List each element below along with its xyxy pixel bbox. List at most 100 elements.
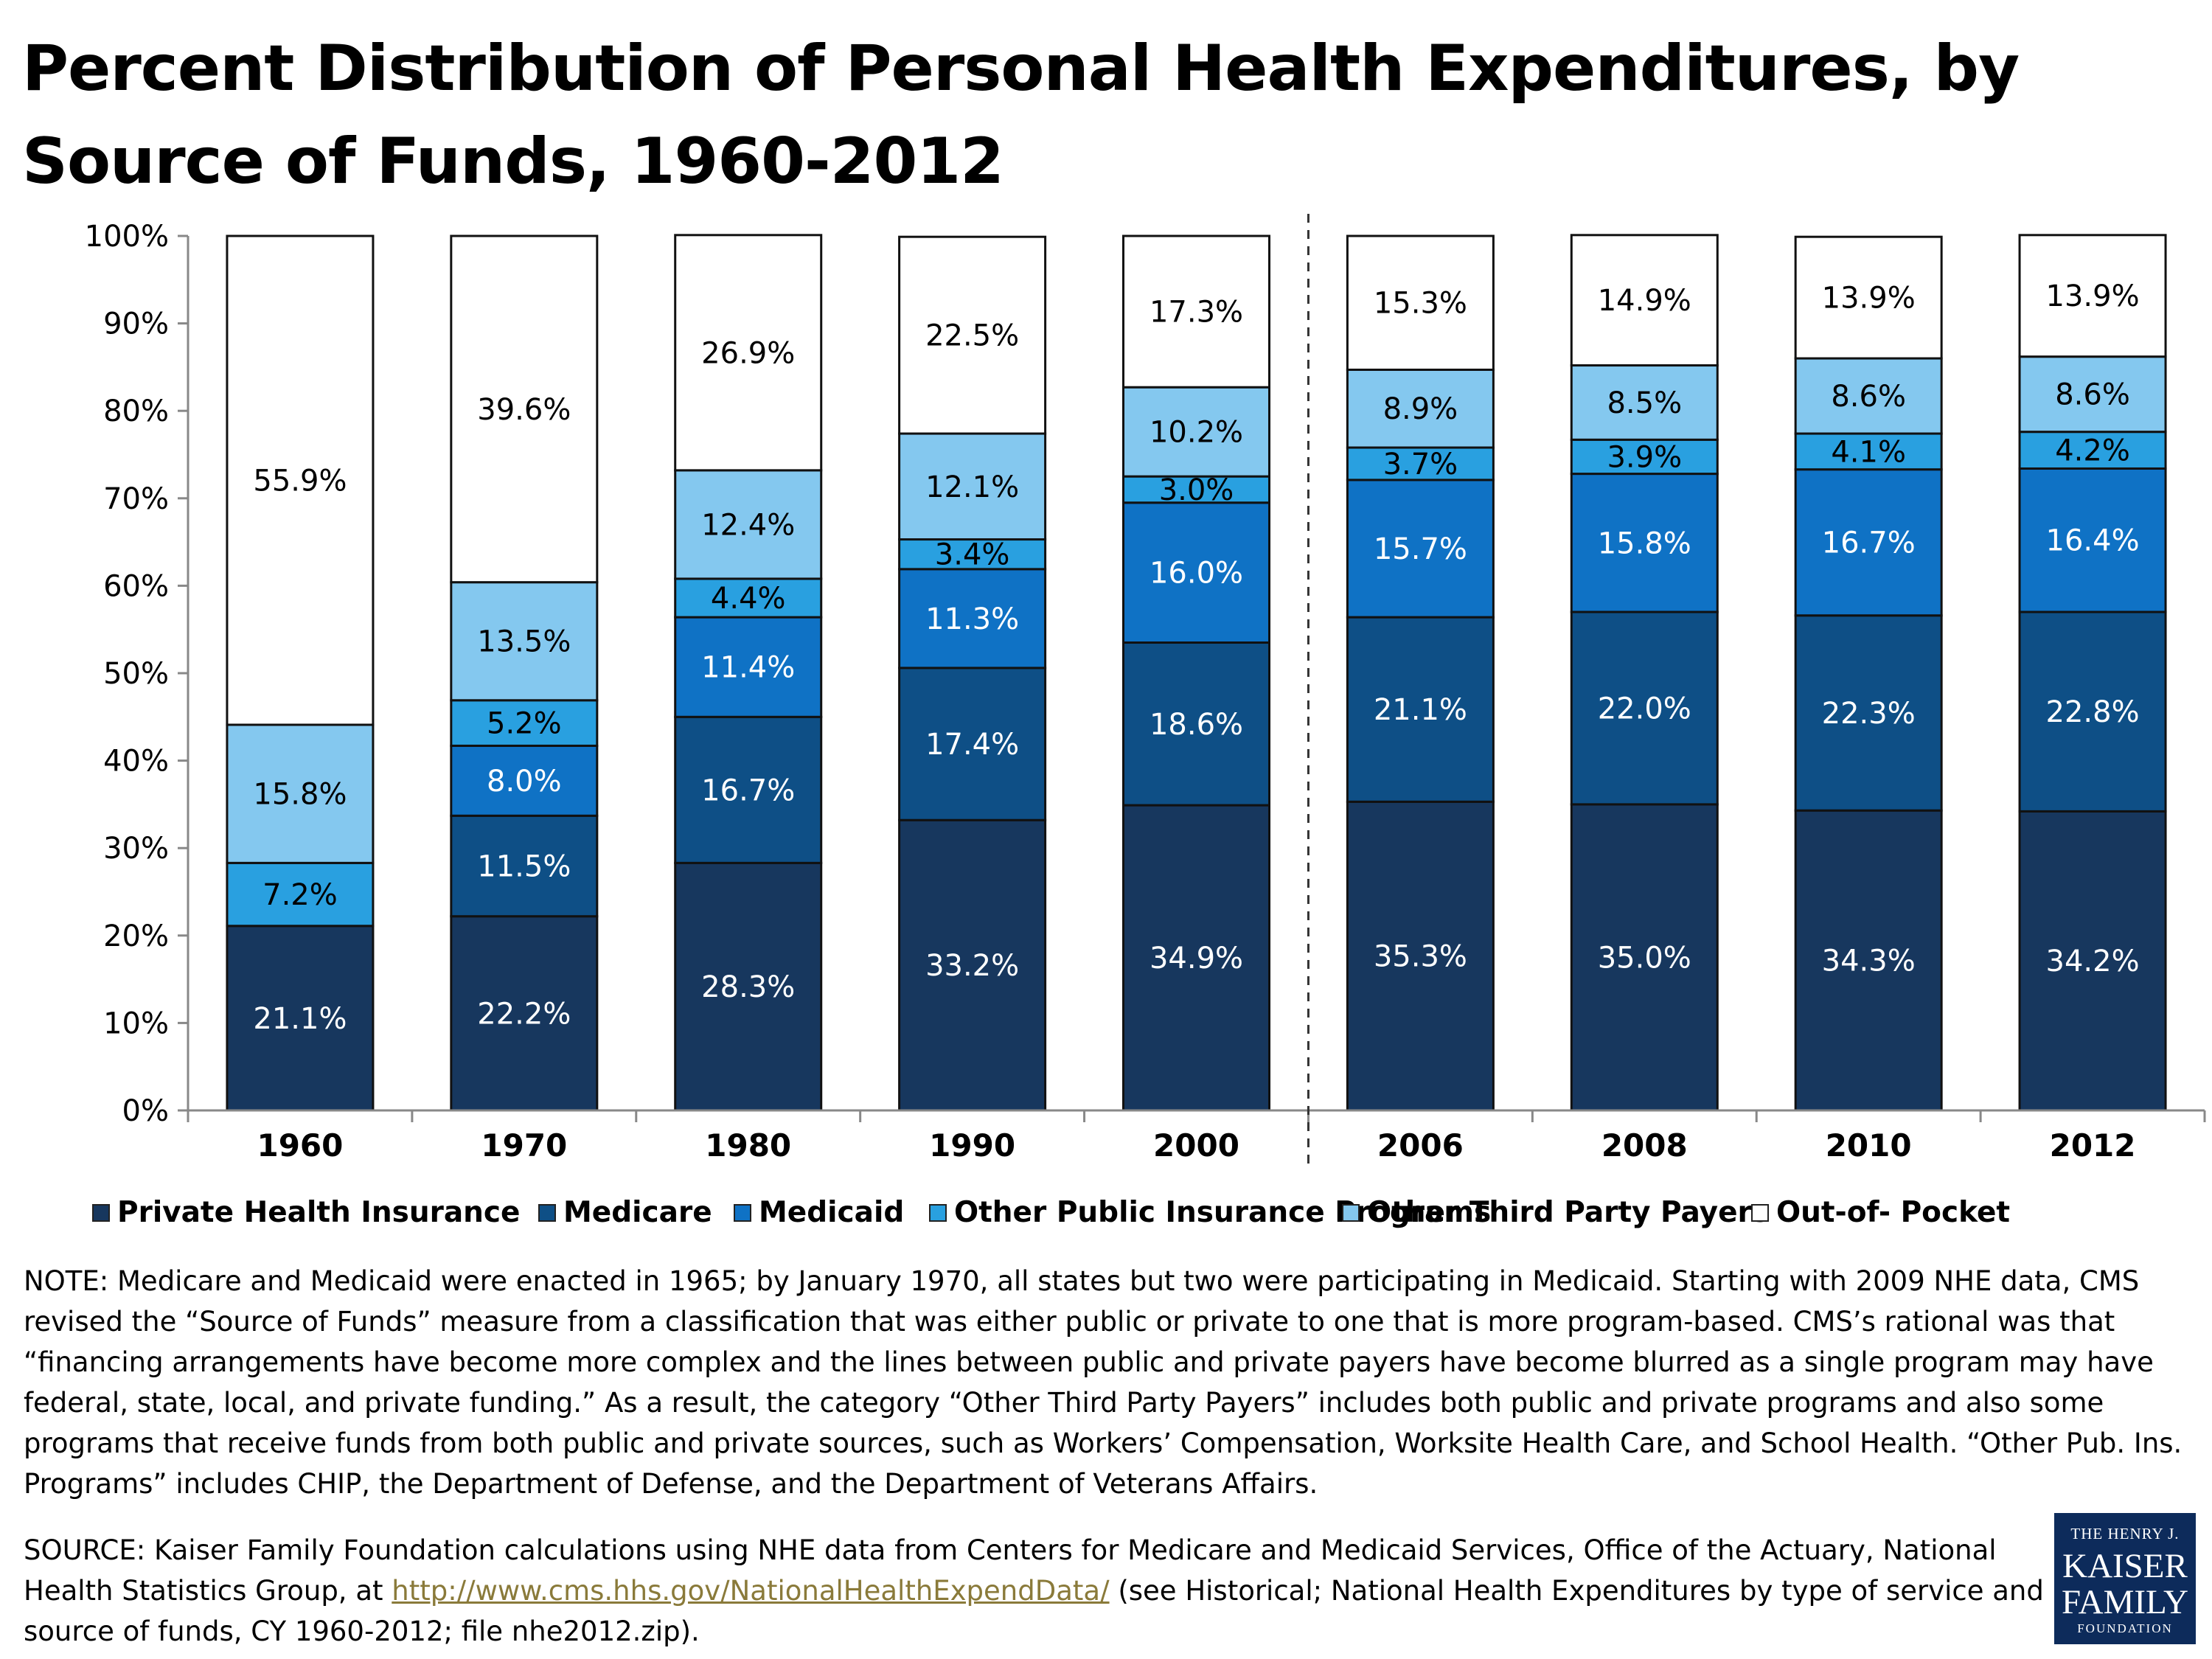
legend-label: Private Health Insurance	[117, 1196, 521, 1229]
y-tick-label: 50%	[103, 657, 169, 691]
bar-segment	[450, 234, 599, 584]
bar-segment	[450, 814, 599, 918]
bar-segment	[1346, 446, 1495, 481]
bar-segment	[1570, 611, 1719, 806]
chart-note: NOTE: Medicare and Medicaid were enacted…	[24, 1265, 2183, 1500]
data-label: 21.1%	[1374, 693, 1467, 727]
bar-segment	[1346, 479, 1495, 619]
legend-label: Out-of- Pocket	[1776, 1196, 2011, 1229]
stacked-bar-chart: 0% 10% 20% 30% 40% 50% 60% 70% 80% 90% 100% 21.1% 7…	[85, 214, 2206, 1169]
bar-stack: 34.2% 22.8% 16.4% 4.2% 8.6% 13.9%	[2018, 234, 2167, 1112]
bar-segment	[1346, 800, 1495, 1112]
source-link[interactable]: http://www.cms.hhs.gov/NationalHealthExp…	[392, 1575, 1110, 1607]
data-label: 4.4%	[711, 582, 786, 616]
data-label: 10.2%	[1150, 416, 1243, 450]
data-label: 39.6%	[477, 393, 571, 427]
data-label: 22.3%	[1822, 697, 1916, 731]
bar-segment	[1122, 475, 1270, 504]
data-label: 16.0%	[1150, 557, 1243, 591]
bar-segment	[898, 432, 1047, 541]
x-tick-label: 1980	[705, 1127, 791, 1164]
data-label: 13.9%	[1822, 282, 1916, 316]
legend-swatch	[92, 1203, 110, 1222]
data-label: 22.2%	[477, 997, 571, 1031]
legend-item: Other Public Insurance Programs	[929, 1196, 1491, 1229]
data-label: 4.2%	[2055, 434, 2130, 468]
legend-item: Medicare	[538, 1196, 712, 1229]
data-label: 35.3%	[1374, 940, 1467, 974]
bar-segment	[2018, 611, 2167, 813]
data-label: 11.3%	[925, 602, 1019, 636]
x-tick-label: 2012	[2050, 1127, 2136, 1164]
data-label: 3.7%	[1383, 448, 1458, 481]
data-label: 12.1%	[925, 470, 1019, 504]
data-label: 16.4%	[2046, 524, 2140, 558]
y-tick-label: 80%	[103, 394, 169, 428]
data-label: 35.0%	[1598, 941, 1691, 975]
data-label: 15.8%	[1598, 526, 1691, 560]
data-label: 13.9%	[2046, 279, 2140, 313]
bar-segment	[898, 818, 1047, 1112]
data-label: 3.9%	[1607, 440, 1682, 474]
bar-segment	[450, 744, 599, 817]
legend-swatch	[929, 1203, 947, 1222]
bar-segment	[674, 616, 823, 718]
y-tick-label: 90%	[103, 307, 169, 341]
bar-segment	[1122, 501, 1270, 644]
data-label: 22.8%	[2046, 695, 2140, 729]
kaiser-family-foundation-logo: THE HENRY J. KAISER FAMILY FOUNDATION	[2054, 1513, 2196, 1644]
bar-segment	[674, 577, 823, 619]
logo-line-2: KAISER	[2062, 1547, 2188, 1585]
bar-segment	[1570, 473, 1719, 613]
bar-stack: 22.2% 11.5% 8.0% 5.2% 13.5% 39.6%	[450, 234, 599, 1112]
bar-segment	[1794, 809, 1943, 1112]
data-label: 11.4%	[701, 651, 795, 685]
bar-segment	[1122, 641, 1270, 807]
x-tick-label: 2000	[1153, 1127, 1239, 1164]
data-label: 55.9%	[253, 464, 347, 498]
data-label: 28.3%	[701, 970, 795, 1004]
bar-stack: 34.9% 18.6% 16.0% 3.0% 10.2% 17.3%	[1122, 234, 1270, 1112]
data-label: 8.6%	[1831, 380, 1906, 414]
data-label: 34.9%	[1150, 942, 1243, 975]
bar-segment	[1346, 616, 1495, 803]
data-label: 34.3%	[1822, 945, 1916, 978]
bar-segment	[1122, 804, 1270, 1112]
data-label: 8.5%	[1607, 386, 1682, 420]
legend-label: Other Third Party Payers	[1367, 1196, 1769, 1229]
x-tick-label: 2008	[1601, 1127, 1688, 1164]
legend-swatch	[1751, 1203, 1769, 1222]
data-label: 8.9%	[1383, 392, 1458, 426]
data-label: 14.9%	[1598, 284, 1691, 318]
data-label: 4.1%	[1831, 435, 1906, 469]
bar-segment	[1794, 235, 1943, 360]
legend-swatch	[538, 1203, 556, 1222]
bar-segment	[674, 469, 823, 580]
legend-label: Other Public Insurance Programs	[954, 1196, 1492, 1229]
data-label: 3.4%	[935, 538, 1010, 572]
bar-stack: 21.1% 7.2% 15.8% 55.9%	[226, 234, 375, 1112]
legend-swatch	[734, 1203, 751, 1222]
bar-segment	[226, 925, 375, 1112]
bar-stack: 35.0% 22.0% 15.8% 3.9% 8.5% 14.9%	[1570, 234, 1719, 1112]
data-label: 26.9%	[701, 336, 795, 370]
data-label: 34.2%	[2046, 945, 2140, 978]
y-tick-label: 30%	[103, 832, 169, 866]
source-prefix: SOURCE: Kaiser Family Foundation calcula…	[24, 1534, 1997, 1607]
x-axis: 1960 1970 1980 1990 2000 2006 2008 2010 2012	[187, 214, 2206, 1169]
data-label: 12.4%	[701, 508, 795, 542]
bars: 21.1% 7.2% 15.8% 55.9% 22.2% 11.5% 8.0% 5.2% 13.…	[226, 234, 2167, 1112]
bar-segment	[1794, 614, 1943, 812]
data-label: 3.0%	[1159, 473, 1234, 507]
logo-line-1: THE HENRY J.	[2070, 1525, 2180, 1543]
y-tick-label: 40%	[103, 745, 169, 779]
bar-segment	[1346, 234, 1495, 371]
chart-title: Percent Distribution of Personal Health …	[22, 32, 2020, 198]
legend-swatch	[1342, 1203, 1360, 1222]
data-label: 17.3%	[1150, 296, 1243, 330]
logo-line-3: FAMILY	[2062, 1583, 2188, 1621]
bar-stack: 34.3% 22.3% 16.7% 4.1% 8.6% 13.9%	[1794, 235, 1943, 1112]
bar-segment	[674, 234, 823, 472]
data-label: 8.6%	[2055, 378, 2130, 412]
y-tick-label: 10%	[103, 1006, 169, 1040]
